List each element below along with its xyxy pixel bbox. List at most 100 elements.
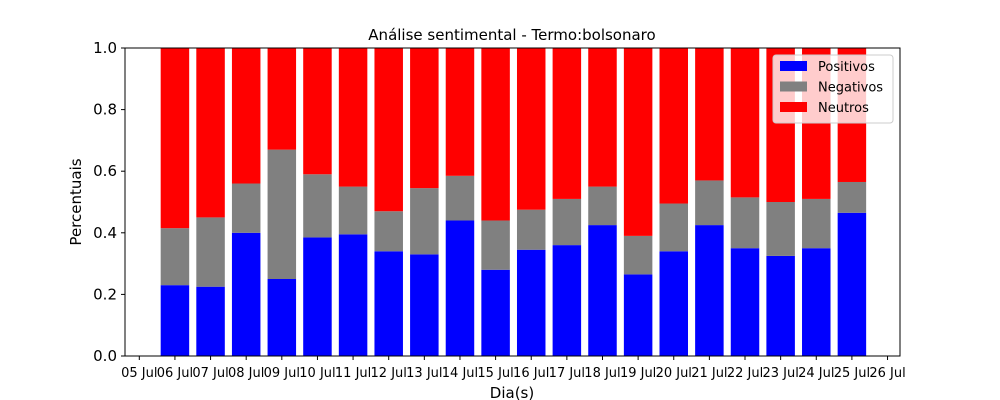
x-tick-label: 18 Jul	[584, 366, 620, 381]
legend-label-negativos: Negativos	[818, 81, 883, 96]
x-tick-label: 05 Jul	[121, 366, 157, 381]
x-tick-label: 06 Jul	[157, 366, 193, 381]
x-tick-label: 16 Jul	[513, 366, 549, 381]
bar-positivos-10	[516, 249, 546, 356]
bar-positivos-2	[231, 232, 261, 356]
bar-neutros-16	[730, 48, 760, 198]
bar-neutros-15	[695, 48, 724, 181]
bar-positivos-11	[552, 245, 582, 356]
bar-positivos-13	[623, 274, 653, 356]
legend-swatch-neutros	[780, 102, 807, 112]
bar-positivos-19	[837, 212, 867, 356]
bar-neutros-13	[623, 48, 653, 236]
bar-neutros-0	[160, 48, 190, 229]
bar-negativos-1	[196, 217, 225, 287]
bar-negativos-3	[267, 149, 297, 279]
y-tick-label: 1.0	[93, 39, 117, 57]
bar-negativos-18	[802, 198, 831, 249]
x-tick-label: 09 Jul	[264, 366, 300, 381]
legend-label-positivos: Positivos	[818, 60, 875, 75]
x-axis: 05 Jul 06 Jul 07 Jul 08 Jul 09 Jul 10 Jul 11 J…	[121, 356, 906, 381]
bar-positivos-14	[659, 251, 688, 356]
bar-neutros-9	[481, 48, 510, 221]
legend-swatch-positivos	[780, 61, 807, 71]
x-tick-label: 07 Jul	[192, 366, 228, 381]
bar-positivos-4	[303, 237, 332, 356]
x-tick-label: 21 Jul	[691, 366, 727, 381]
bar-negativos-19	[837, 181, 867, 213]
bar-neutros-4	[303, 48, 332, 175]
bar-positivos-15	[695, 225, 724, 356]
bar-positivos-16	[730, 248, 760, 356]
bar-neutros-14	[659, 48, 688, 204]
bar-negativos-8	[445, 175, 475, 221]
x-tick-label: 15 Jul	[477, 366, 513, 381]
x-tick-label: 24 Jul	[798, 366, 834, 381]
y-axis: 0.0 0.2 0.4 0.6 0.8 1.0	[93, 39, 125, 365]
bar-negativos-9	[481, 220, 510, 270]
bar-negativos-7	[410, 188, 439, 255]
bar-negativos-6	[374, 211, 403, 252]
bar-negativos-5	[338, 186, 368, 235]
y-tick-label: 0.4	[93, 224, 117, 242]
x-tick-label: 17 Jul	[549, 366, 585, 381]
bar-neutros-10	[516, 48, 546, 210]
x-tick-label: 19 Jul	[620, 366, 656, 381]
bar-negativos-0	[160, 228, 190, 286]
bar-negativos-14	[659, 203, 688, 252]
bar-positivos-7	[410, 254, 439, 356]
y-tick-label: 0.0	[93, 347, 117, 365]
x-tick-label: 26 Jul	[869, 366, 905, 381]
x-tick-label: 08 Jul	[228, 366, 264, 381]
x-tick-label: 10 Jul	[299, 366, 335, 381]
bar-positivos-17	[766, 255, 795, 356]
bars-layer	[160, 48, 867, 356]
bar-neutros-11	[552, 48, 582, 199]
bar-negativos-2	[231, 183, 261, 233]
x-tick-label: 22 Jul	[727, 366, 763, 381]
bar-neutros-2	[231, 48, 261, 184]
bar-negativos-11	[552, 198, 582, 246]
bar-negativos-16	[730, 197, 760, 249]
bar-neutros-3	[267, 48, 297, 150]
bar-neutros-6	[374, 48, 403, 212]
x-tick-label: 23 Jul	[762, 366, 798, 381]
bar-positivos-12	[588, 225, 617, 356]
bar-negativos-4	[303, 174, 332, 238]
legend-label-neutros: Neutros	[818, 101, 869, 116]
bar-positivos-5	[338, 234, 368, 356]
bar-negativos-10	[516, 209, 546, 250]
x-tick-label: 13 Jul	[406, 366, 442, 381]
bar-negativos-15	[695, 180, 724, 226]
legend: Positivos Negativos Neutros	[772, 54, 894, 124]
bar-neutros-8	[445, 48, 475, 176]
bar-negativos-13	[623, 235, 653, 275]
legend-swatch-negativos	[780, 81, 807, 92]
y-tick-label: 0.8	[93, 101, 117, 119]
bar-positivos-6	[374, 251, 403, 356]
x-tick-label: 14 Jul	[442, 366, 478, 381]
x-tick-label: 20 Jul	[656, 366, 692, 381]
x-tick-label: 12 Jul	[371, 366, 407, 381]
bar-neutros-12	[588, 48, 617, 187]
plot-frame	[124, 47, 901, 357]
bar-positivos-1	[196, 286, 225, 356]
x-tick-label: 25 Jul	[834, 366, 870, 381]
y-tick-label: 0.2	[93, 285, 117, 303]
bar-negativos-17	[766, 202, 795, 256]
bar-positivos-0	[160, 285, 190, 356]
bar-neutros-5	[338, 48, 368, 187]
bar-positivos-9	[481, 269, 510, 356]
bar-neutros-7	[410, 48, 439, 189]
x-axis-label: Dia(s)	[490, 384, 534, 400]
bar-positivos-8	[445, 220, 475, 356]
x-tick-label: 11 Jul	[335, 366, 371, 381]
bar-negativos-12	[588, 186, 617, 226]
y-tick-label: 0.6	[93, 162, 117, 180]
chart-title: Análise sentimental - Termo:bolsonaro	[368, 26, 655, 44]
y-axis-label: Percentuais	[67, 158, 85, 245]
bar-positivos-18	[802, 248, 831, 356]
bar-neutros-1	[196, 48, 225, 218]
bar-positivos-3	[267, 279, 297, 356]
